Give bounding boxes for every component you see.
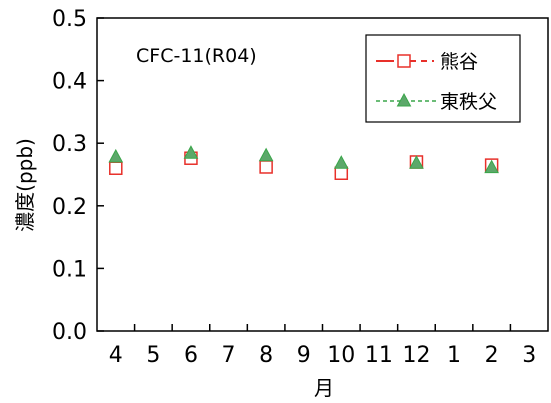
x-tick-label: 11 bbox=[365, 343, 393, 368]
series-1 bbox=[109, 151, 499, 180]
legend-box bbox=[365, 34, 521, 123]
x-tick-label: 2 bbox=[485, 343, 499, 368]
data-point bbox=[333, 155, 349, 169]
data-point bbox=[484, 159, 499, 174]
legend-label: 東秩父 bbox=[440, 91, 497, 113]
x-tick-label: 9 bbox=[297, 343, 311, 368]
x-tick-label: 6 bbox=[184, 343, 198, 368]
y-tick-label: 0.0 bbox=[52, 320, 87, 345]
data-point bbox=[334, 166, 349, 180]
data-point bbox=[259, 160, 273, 174]
y-tick-label: 0.4 bbox=[52, 70, 87, 95]
data-point bbox=[108, 148, 124, 163]
x-axis-title: 月 bbox=[314, 376, 334, 400]
x-tick-label: 1 bbox=[447, 343, 461, 368]
data-point bbox=[258, 147, 274, 162]
x-tick-label: 3 bbox=[522, 343, 536, 368]
data-point bbox=[409, 155, 424, 169]
y-tick-label: 0.1 bbox=[52, 257, 87, 282]
legend-entry: 東秩父 bbox=[376, 91, 497, 113]
x-tick-label: 12 bbox=[402, 343, 430, 368]
legend-label: 熊谷 bbox=[440, 51, 478, 73]
x-tick-label: 10 bbox=[327, 343, 355, 368]
x-tick-label: 4 bbox=[109, 343, 123, 368]
y-axis: 0.0 0.1 0.2 0.3 0.4 0.5 bbox=[52, 7, 104, 345]
legend-entry: 熊谷 bbox=[376, 51, 478, 73]
data-point bbox=[183, 145, 199, 159]
y-tick-label: 0.2 bbox=[52, 195, 87, 220]
series-2 bbox=[108, 145, 499, 174]
y-tick-label: 0.5 bbox=[52, 7, 87, 32]
x-tick-label: 5 bbox=[146, 343, 160, 368]
x-axis: 4 5 6 7 8 9 10 11 12 1 2 3 bbox=[109, 324, 536, 368]
data-point bbox=[109, 161, 123, 175]
chart-annotation: CFC-11(R04) bbox=[136, 45, 257, 67]
x-tick-label: 7 bbox=[222, 343, 236, 368]
legend-marker bbox=[396, 92, 412, 107]
y-axis-title: 濃度(ppb) bbox=[13, 138, 37, 232]
x-tick-label: 8 bbox=[259, 343, 273, 368]
legend-marker bbox=[397, 54, 411, 68]
y-tick-label: 0.3 bbox=[52, 132, 87, 157]
